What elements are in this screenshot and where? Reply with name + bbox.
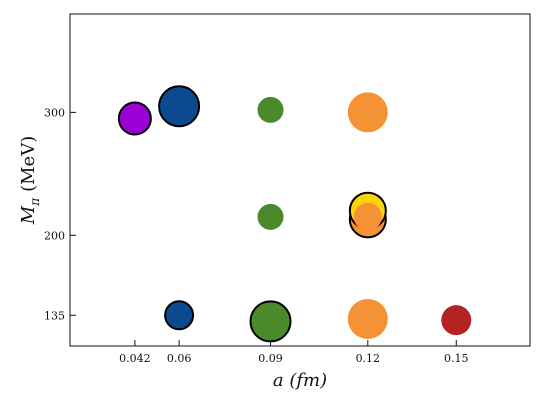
x-tick-label-3: 0.12 — [356, 352, 381, 365]
plot-frame — [69, 13, 531, 347]
y-tick-label-0: 135 — [44, 309, 65, 322]
y-tick-label-2: 300 — [44, 106, 65, 119]
x-axis-label: a (fm) — [273, 370, 327, 391]
x-tick-label-4: 0.15 — [444, 352, 469, 365]
data-points — [117, 85, 472, 343]
data-point-0 — [117, 101, 152, 136]
svg-text:Mπ(MeV): Mπ(MeV) — [18, 136, 42, 225]
data-point-2 — [164, 300, 195, 331]
data-point-4 — [257, 203, 284, 230]
x-tick-label-1: 0.06 — [167, 352, 192, 365]
data-point-11 — [441, 305, 472, 336]
data-point-9 — [353, 202, 382, 231]
y-axis-label: Mπ(MeV) — [18, 136, 42, 225]
x-axis-ticks: 0.042 0.06 0.09 0.12 0.15 — [119, 340, 469, 365]
y-axis-ticks: 135 200 300 — [44, 106, 76, 322]
x-tick-label-0: 0.042 — [119, 352, 151, 365]
x-tick-label-2: 0.09 — [258, 352, 283, 365]
y-tick-label-1: 200 — [44, 229, 65, 242]
data-point-10 — [347, 298, 388, 339]
data-point-3 — [257, 96, 284, 123]
data-point-1 — [158, 85, 201, 128]
data-point-5 — [249, 300, 292, 343]
data-point-6 — [347, 92, 388, 133]
